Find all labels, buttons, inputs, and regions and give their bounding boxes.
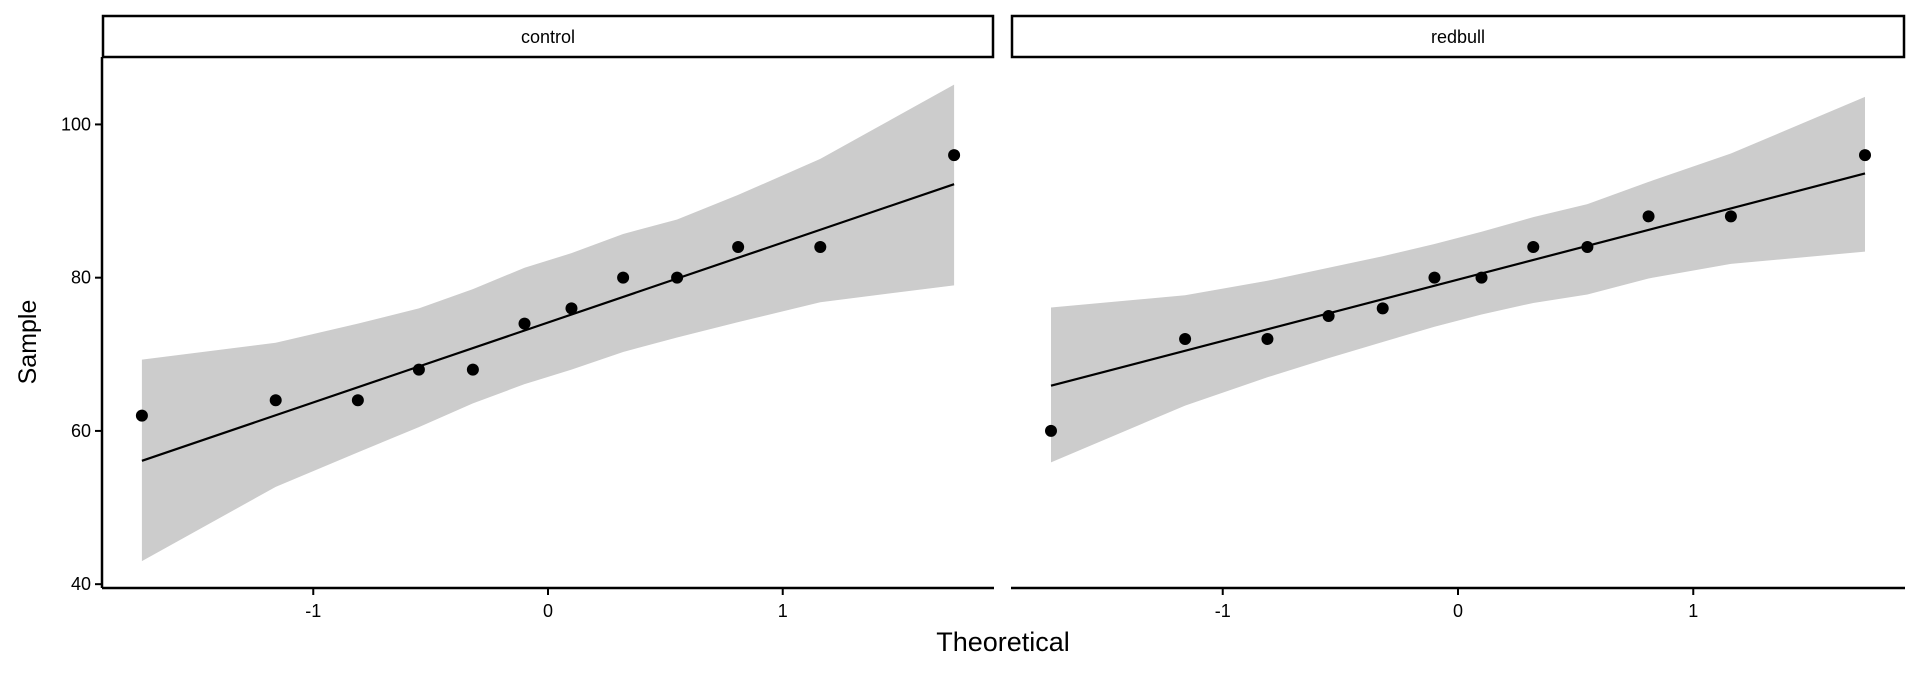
panel-redbull: redbull -1 0 1 xyxy=(1010,14,1906,621)
data-point xyxy=(1859,149,1872,162)
y-tick-label: 60 xyxy=(71,421,91,441)
data-point xyxy=(1376,302,1389,315)
data-point xyxy=(466,363,479,376)
x-tick-label: -1 xyxy=(1215,601,1231,621)
data-point xyxy=(1581,241,1594,254)
x-tick-label: 1 xyxy=(1688,601,1698,621)
data-point xyxy=(351,394,364,407)
data-point xyxy=(1642,210,1655,223)
y-tick-label: 80 xyxy=(71,268,91,288)
data-point xyxy=(269,394,282,407)
reference-line xyxy=(141,183,955,462)
panel-control: control -1 0 1 40 60 80 100 xyxy=(61,14,995,621)
data-point xyxy=(412,363,425,376)
data-point xyxy=(1179,332,1192,345)
y-axis-title: Sample xyxy=(14,300,42,385)
data-point xyxy=(732,241,745,254)
y-tick-label: 40 xyxy=(71,574,91,594)
strip-label: redbull xyxy=(1431,27,1485,47)
strip-label: control xyxy=(521,27,575,47)
x-tick-label: 1 xyxy=(778,601,788,621)
x-axis-title: Theoretical xyxy=(936,627,1070,657)
data-point xyxy=(1428,271,1441,284)
data-point xyxy=(671,271,684,284)
data-point xyxy=(814,241,827,254)
data-point xyxy=(135,409,148,422)
y-tick-label: 100 xyxy=(61,114,91,134)
strip-box xyxy=(101,14,995,59)
x-tick-label: 0 xyxy=(543,601,553,621)
data-point xyxy=(1261,332,1274,345)
data-point xyxy=(948,149,961,162)
x-tick-label: -1 xyxy=(305,601,321,621)
data-point xyxy=(518,317,531,330)
strip-box xyxy=(1010,14,1906,59)
data-point xyxy=(1724,210,1737,223)
data-point xyxy=(1044,424,1057,437)
data-point xyxy=(1527,241,1540,254)
data-point xyxy=(565,302,578,315)
data-point xyxy=(1322,309,1335,322)
x-tick-label: 0 xyxy=(1453,601,1463,621)
reference-line xyxy=(1050,172,1866,387)
data-point xyxy=(617,271,630,284)
data-point xyxy=(1475,271,1488,284)
